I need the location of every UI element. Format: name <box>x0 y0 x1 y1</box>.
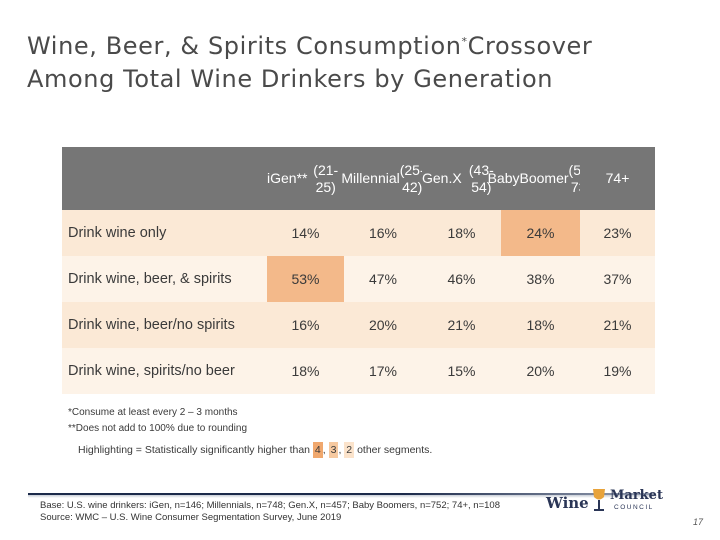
column-header-line1: Gen.X <box>422 170 462 186</box>
logo-council-text: COUNCIL <box>614 504 654 511</box>
column-header-line1: Baby <box>487 170 520 186</box>
row-label: Drink wine, beer, & spirits <box>62 256 267 302</box>
table-cell: 17% <box>344 348 422 394</box>
column-header-line2: (25-42) <box>399 161 425 195</box>
table-cell: 19% <box>580 348 655 394</box>
table-cell: 38% <box>501 256 580 302</box>
logo-market-text: Market <box>610 488 663 503</box>
column-header-line2: (21-25) <box>313 161 339 195</box>
column-header-line2: Boomer <box>519 170 569 186</box>
footnotes: *Consume at least every 2 – 3 months **D… <box>68 405 247 437</box>
legend-swatch-3: 3 <box>328 442 339 458</box>
legend-swatch-2: 2 <box>344 442 355 458</box>
table-cell: 21% <box>580 302 655 348</box>
highlight-legend: Highlighting = Statistically significant… <box>78 442 433 458</box>
page-number: 17 <box>693 517 704 527</box>
footnote-rounding: **Does not add to 100% due to rounding <box>68 423 248 434</box>
slide-title: Wine, Beer, & Spirits Consumption*Crosso… <box>27 32 593 93</box>
table-header-corner <box>62 147 267 210</box>
row-label: Drink wine, beer/no spirits <box>62 302 267 348</box>
table-cell: 23% <box>580 210 655 256</box>
row-label: Drink wine only <box>62 210 267 256</box>
column-header: iGen** (21-25) <box>267 147 344 210</box>
table-cell: 16% <box>344 210 422 256</box>
table-cell: 53% <box>267 256 344 302</box>
table-cell: 18% <box>267 348 344 394</box>
footer-divider <box>28 493 654 495</box>
logo-wine-text: Wine <box>546 494 589 512</box>
source-text: Source: WMC – U.S. Wine Consumer Segment… <box>40 512 342 523</box>
legend-swatch-4: 4 <box>312 442 323 458</box>
table-cell: 14% <box>267 210 344 256</box>
table-cell: 37% <box>580 256 655 302</box>
row-label: Drink wine, spirits/no beer <box>62 348 267 394</box>
wine-glass-icon <box>591 488 607 519</box>
column-header: Millennial (25-42) <box>341 147 425 210</box>
column-header: Gen.X (43-54) <box>422 147 501 210</box>
table-cell: 15% <box>422 348 501 394</box>
column-header-line1: Millennial <box>341 170 400 186</box>
base-text: Base: U.S. wine drinkers: iGen, n=146; M… <box>40 500 500 511</box>
table-cell: 24% <box>501 210 580 256</box>
table-cell: 18% <box>501 302 580 348</box>
column-header: 74+ <box>580 147 655 210</box>
table-cell: 46% <box>422 256 501 302</box>
column-header-line1: 74+ <box>605 170 630 186</box>
table-cell: 20% <box>501 348 580 394</box>
column-header-line1: iGen** <box>267 170 308 186</box>
table-cell: 16% <box>267 302 344 348</box>
table-cell: 20% <box>344 302 422 348</box>
footer-divider-shadow <box>28 495 654 498</box>
table-cell: 18% <box>422 210 501 256</box>
column-header-line2: (43-54) <box>468 161 494 195</box>
table-cell: 47% <box>344 256 422 302</box>
source-note: Base: U.S. wine drinkers: iGen, n=146; M… <box>40 500 500 524</box>
footnote-consume: *Consume at least every 2 – 3 months <box>68 407 238 418</box>
table-cell: 21% <box>422 302 501 348</box>
